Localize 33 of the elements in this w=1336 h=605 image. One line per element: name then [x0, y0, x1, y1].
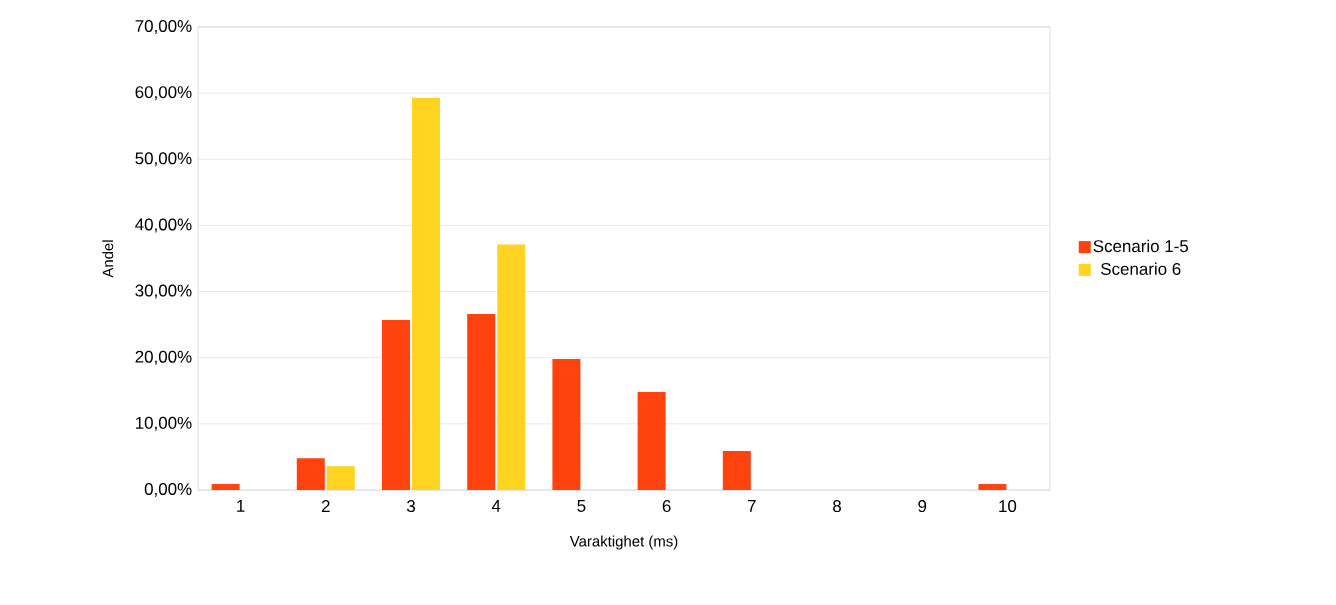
bar — [326, 466, 355, 490]
y-tick-label: 50,00% — [135, 152, 192, 167]
bar — [978, 484, 1007, 490]
bar — [467, 314, 496, 490]
x-tick-label: 6 — [662, 500, 671, 513]
bar — [552, 359, 581, 490]
bar — [382, 320, 411, 490]
x-tick-label: 1 — [237, 500, 245, 512]
x-tick-label: 2 — [321, 500, 330, 512]
y-tick-label: 30,00% — [135, 284, 192, 299]
x-tick-label: 7 — [747, 500, 756, 512]
legend-label: Scenario 6 — [1101, 262, 1181, 275]
x-tick-label: 9 — [918, 500, 927, 513]
legend-label: Scenario 1-5 — [1093, 239, 1189, 253]
y-axis-title: Andel — [102, 240, 114, 278]
x-axis-title: Varaktighet (ms) — [569, 535, 678, 550]
y-tick-label: 40,00% — [135, 218, 192, 233]
x-tick-label: 3 — [406, 500, 415, 513]
x-tick-label: 10 — [999, 500, 1017, 513]
bar — [722, 450, 751, 490]
y-tick-label: 10,00% — [136, 416, 192, 431]
x-tick-label: 4 — [491, 500, 501, 512]
bar — [412, 97, 440, 490]
x-tick-label: 5 — [577, 500, 586, 512]
y-tick-label: 0,00% — [144, 483, 192, 497]
y-tick-label: 20,00% — [135, 350, 192, 365]
bar — [211, 484, 240, 490]
bar — [637, 392, 666, 490]
x-tick-label: 8 — [833, 500, 841, 513]
bar — [497, 244, 526, 490]
bar — [296, 458, 325, 490]
y-tick-label: 70,00% — [135, 20, 192, 34]
y-tick-label: 60,00% — [135, 86, 192, 101]
